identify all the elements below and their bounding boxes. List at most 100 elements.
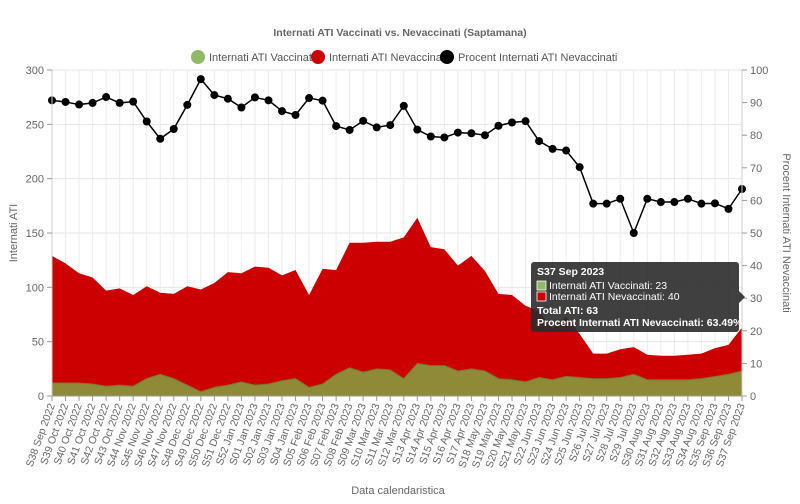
percent-point bbox=[129, 97, 138, 106]
percent-line bbox=[51, 77, 743, 236]
y-tick-label: 300 bbox=[26, 65, 44, 77]
y-axis-title: Internati ATI bbox=[8, 204, 20, 263]
tooltip-line-nevaccinati: Internati ATI Nevaccinati: 40 bbox=[549, 291, 680, 303]
tooltip-header: S37 Sep 2023 bbox=[537, 266, 604, 278]
percent-point bbox=[562, 146, 571, 155]
percent-point bbox=[250, 93, 259, 102]
percent-point bbox=[345, 125, 354, 134]
percent-point bbox=[575, 163, 584, 172]
chart-title: Internati ATI Vaccinati vs. Nevaccinati … bbox=[273, 27, 526, 39]
y2-tick-label: 100 bbox=[750, 65, 768, 77]
percent-point bbox=[305, 94, 314, 103]
y-tick-label: 50 bbox=[32, 337, 44, 349]
y2-tick-label: 0 bbox=[750, 391, 756, 403]
y-tick-label: 200 bbox=[26, 174, 44, 186]
y-tick-label: 0 bbox=[38, 391, 44, 403]
percent-point bbox=[264, 96, 273, 105]
percent-point bbox=[237, 103, 246, 112]
percent-point bbox=[88, 98, 97, 107]
y2-tick-label: 50 bbox=[750, 228, 762, 240]
percent-point bbox=[386, 121, 395, 130]
percent-point bbox=[521, 117, 530, 126]
percent-point bbox=[440, 133, 449, 142]
tooltip-line-vaccinati: Internati ATI Vaccinati: 23 bbox=[549, 280, 667, 292]
y-tick-label: 150 bbox=[26, 228, 44, 240]
y2-tick-label: 80 bbox=[750, 130, 762, 142]
area-nevaccinati bbox=[52, 217, 742, 392]
percent-point bbox=[413, 125, 422, 134]
percent-point bbox=[318, 96, 327, 105]
percent-point bbox=[467, 129, 476, 138]
percent-point bbox=[494, 121, 503, 130]
percent-point bbox=[426, 132, 435, 141]
y2-tick-label: 20 bbox=[750, 326, 762, 338]
percent-point bbox=[399, 101, 408, 110]
x-axis-title: Data calendaristica bbox=[351, 485, 445, 497]
tooltip-pointer bbox=[739, 291, 745, 303]
percent-point bbox=[223, 94, 232, 103]
tooltip-swatch-nevaccinati bbox=[536, 291, 547, 302]
legend-label-nevaccinati: Internati ATI Nevaccinati bbox=[329, 52, 447, 64]
percent-point bbox=[372, 123, 381, 132]
percent-point bbox=[480, 131, 489, 140]
percent-point bbox=[548, 144, 557, 153]
percent-point bbox=[602, 199, 611, 208]
percent-point bbox=[115, 98, 124, 107]
tooltip-box bbox=[531, 262, 739, 332]
percent-point bbox=[183, 100, 192, 109]
percent-point bbox=[102, 93, 111, 102]
legend-item-nevaccinati[interactable]: Internati ATI Nevaccinati bbox=[311, 50, 447, 64]
y2-tick-label: 40 bbox=[750, 261, 762, 273]
legend-swatch-procent bbox=[440, 50, 454, 64]
percent-point bbox=[724, 204, 733, 213]
area-vaccinati bbox=[52, 363, 742, 396]
y2-axis-title: Procent Internati ATI Nevaccinati bbox=[780, 153, 792, 312]
legend-item-vaccinati[interactable]: Internati ATI Vaccinati bbox=[191, 50, 314, 64]
y2-tick-label: 60 bbox=[750, 195, 762, 207]
percent-point bbox=[453, 128, 462, 137]
area-vaccinati-edge bbox=[52, 362, 743, 393]
legend-swatch-vaccinati bbox=[191, 50, 205, 64]
legend-item-procent[interactable]: Procent Internati ATI Nevaccinati bbox=[440, 50, 617, 64]
percent-point bbox=[683, 194, 692, 203]
legend-label-vaccinati: Internati ATI Vaccinati bbox=[209, 52, 314, 64]
y-tick-label: 100 bbox=[26, 282, 44, 294]
percent-point bbox=[670, 198, 679, 207]
percent-point bbox=[142, 117, 151, 126]
percent-point bbox=[359, 116, 368, 125]
axes: 0 50 100 150 200 250 300 0 10 20 30 40 50 60 70 80 90 100… bbox=[24, 65, 769, 470]
legend-swatch-nevaccinati bbox=[311, 50, 325, 64]
percent-point bbox=[643, 194, 652, 203]
area-series bbox=[52, 217, 743, 396]
percent-point bbox=[332, 122, 341, 131]
y2-tick-label: 70 bbox=[750, 163, 762, 175]
percent-point bbox=[629, 229, 638, 237]
tooltip-procent: Procent Internati ATI Nevaccinati: 63.49… bbox=[537, 317, 743, 329]
percent-point bbox=[616, 194, 625, 203]
percent-point bbox=[156, 134, 165, 143]
tooltip: S37 Sep 2023 Internati ATI Vaccinati: 23… bbox=[531, 262, 745, 332]
y2-tick-label: 30 bbox=[750, 293, 762, 305]
percent-point bbox=[169, 125, 178, 134]
percent-point bbox=[697, 199, 706, 208]
y-tick-label: 250 bbox=[26, 119, 44, 131]
y2-tick-label: 90 bbox=[750, 98, 762, 110]
percent-point bbox=[210, 91, 219, 100]
percent-point bbox=[75, 100, 84, 109]
percent-point bbox=[196, 75, 205, 84]
percent-line-series bbox=[48, 75, 746, 237]
tooltip-swatch-vaccinati bbox=[536, 280, 547, 291]
percent-point bbox=[710, 199, 719, 208]
percent-point bbox=[535, 137, 544, 146]
percent-point bbox=[508, 118, 516, 127]
percent-point bbox=[656, 198, 665, 207]
percent-point bbox=[61, 97, 70, 106]
tooltip-total: Total ATI: 63 bbox=[537, 305, 598, 317]
percent-point bbox=[291, 110, 300, 119]
y2-tick-label: 10 bbox=[750, 358, 762, 370]
legend: Internati ATI Vaccinati Internati ATI Ne… bbox=[191, 50, 617, 64]
percent-point bbox=[589, 199, 598, 208]
legend-label-procent: Procent Internati ATI Nevaccinati bbox=[458, 52, 617, 64]
